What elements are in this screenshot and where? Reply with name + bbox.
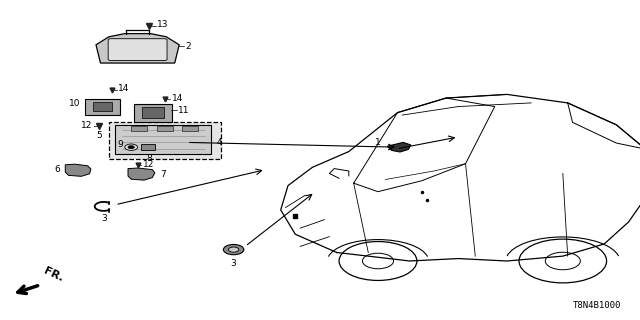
Polygon shape [65, 164, 91, 176]
Text: 12: 12 [81, 121, 93, 130]
FancyBboxPatch shape [108, 39, 167, 60]
Text: 13: 13 [157, 20, 168, 29]
Text: 6: 6 [54, 165, 60, 174]
Polygon shape [115, 125, 211, 154]
Bar [157, 126, 173, 131]
Text: 11: 11 [178, 106, 189, 115]
FancyBboxPatch shape [134, 104, 172, 122]
Text: 14: 14 [118, 84, 130, 93]
Circle shape [223, 244, 244, 255]
Text: 4: 4 [216, 138, 222, 147]
Circle shape [125, 144, 138, 150]
Text: 3: 3 [101, 214, 106, 223]
Polygon shape [96, 34, 179, 63]
Text: 12: 12 [143, 160, 154, 169]
Bar [182, 126, 198, 131]
Text: 3: 3 [231, 259, 236, 268]
Text: 2: 2 [186, 42, 191, 51]
Polygon shape [387, 142, 411, 152]
Polygon shape [128, 168, 155, 180]
Text: 7: 7 [160, 170, 166, 179]
Bar [131, 126, 147, 131]
Text: 8: 8 [146, 154, 152, 163]
Text: 9: 9 [118, 140, 124, 148]
Circle shape [128, 146, 134, 149]
Bar [142, 107, 164, 118]
FancyBboxPatch shape [109, 123, 221, 159]
Text: 5: 5 [97, 132, 102, 140]
Text: FR.: FR. [42, 266, 65, 284]
Text: 10: 10 [68, 100, 80, 108]
Text: 14: 14 [172, 94, 183, 103]
Text: T8N4B1000: T8N4B1000 [572, 301, 621, 310]
Circle shape [228, 247, 239, 252]
Polygon shape [281, 94, 640, 261]
FancyBboxPatch shape [85, 99, 120, 115]
Bar [93, 102, 112, 111]
Bar [141, 144, 155, 150]
Text: 1: 1 [375, 138, 381, 147]
